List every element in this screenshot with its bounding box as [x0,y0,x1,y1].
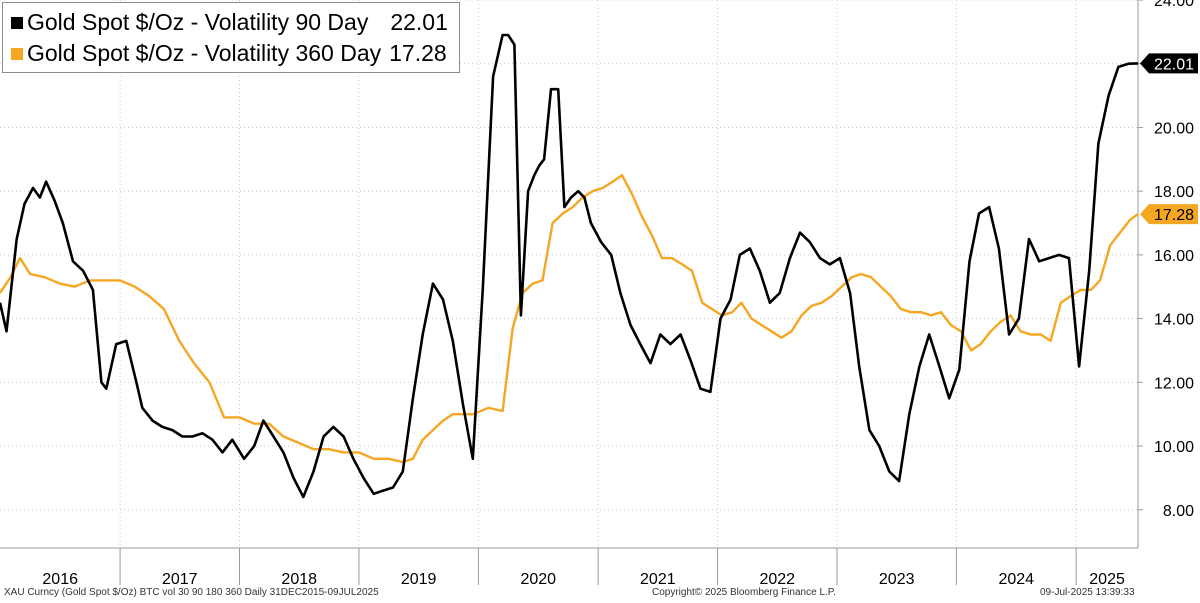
y-tick-label: 18.00 [1154,184,1194,201]
x-tick-label: 2016 [42,571,78,588]
legend-item-360-day: Gold Spot $/Oz - Volatility 360 Day 17.2… [11,38,451,69]
x-tick-label: 2017 [162,571,198,588]
chart-legend: Gold Spot $/Oz - Volatility 90 Day 22.01… [2,2,460,73]
last-value-tag-360-day [1140,204,1198,225]
series-line-90-day [0,33,1139,499]
footer-source: XAU Curncy (Gold Spot $/Oz) BTC vol 30 9… [4,587,379,598]
legend-label-360-day: Gold Spot $/Oz - Volatility 360 Day [27,40,382,66]
x-tick-label: 2023 [879,571,915,588]
legend-item-90-day: Gold Spot $/Oz - Volatility 90 Day 22.01 [11,7,451,38]
series-line-360-day [0,173,1139,464]
x-tick-label: 2020 [520,571,556,588]
y-tick-label: 12.00 [1154,375,1194,392]
footer-copyright: Copyright© 2025 Bloomberg Finance L.P. [652,587,836,598]
last-value-label-90-day: 22.01 [1154,56,1194,73]
y-tick-label: 10.00 [1154,439,1194,456]
legend-swatch-360-day [11,47,23,60]
last-value-label-360-day: 17.28 [1154,207,1194,224]
x-tick-label: 2019 [401,571,437,588]
y-tick-label: 14.00 [1154,312,1194,329]
y-tick-label: 24.00 [1154,0,1194,10]
legend-swatch-90-day [11,16,23,29]
x-tick-label: 2024 [998,571,1034,588]
y-tick-label: 16.00 [1154,248,1194,265]
legend-value-360-day: 17.28 [389,40,447,66]
legend-label-90-day: Gold Spot $/Oz - Volatility 90 Day [27,9,369,35]
y-tick-label: 20.00 [1154,120,1194,137]
x-tick-label: 2025 [1089,571,1125,588]
last-value-tag-90-day [1140,53,1198,74]
footer-timestamp: 09-Jul-2025 13:39:33 [1040,587,1135,598]
x-tick-label: 2018 [281,571,317,588]
legend-value-90-day: 22.01 [390,9,448,35]
x-tick-label: 2022 [759,571,795,588]
y-tick-label: 8.00 [1163,503,1194,520]
x-tick-label: 2021 [640,571,676,588]
